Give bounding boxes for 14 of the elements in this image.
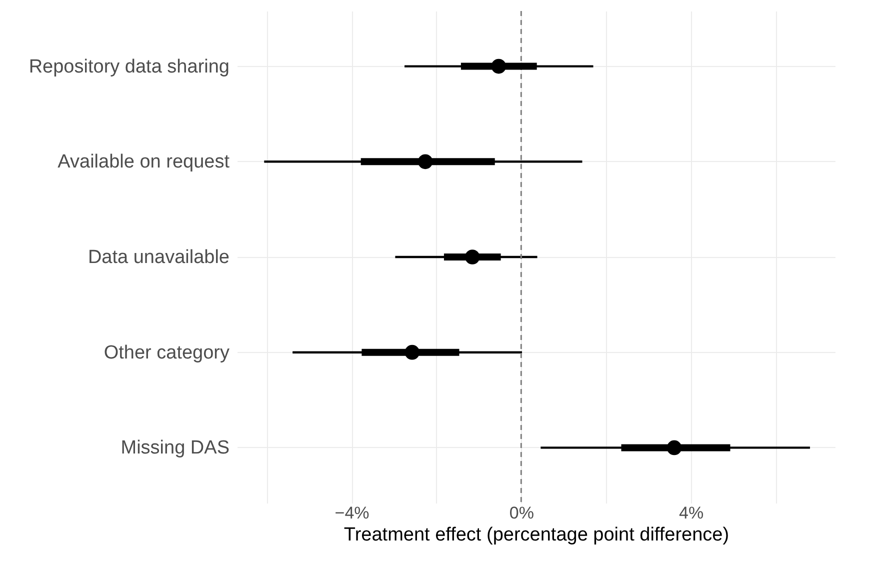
point — [404, 344, 420, 360]
y-tick-label: Other category — [104, 342, 230, 364]
x-axis-title: Treatment effect (percentage point difference) — [344, 524, 730, 546]
x-tick-label: −4% — [334, 504, 370, 522]
point — [418, 154, 433, 170]
point — [666, 440, 682, 456]
x-tick-label: 0% — [509, 504, 534, 522]
point — [491, 58, 506, 74]
y-tick-label: Data unavailable — [88, 247, 230, 268]
y-tick-label: Missing DAS — [120, 438, 230, 459]
x-tick-label: 4% — [679, 504, 704, 522]
point — [464, 250, 480, 264]
y-tick-label: Repository data sharing — [28, 56, 230, 78]
y-tick-label: Available on request — [58, 152, 230, 173]
